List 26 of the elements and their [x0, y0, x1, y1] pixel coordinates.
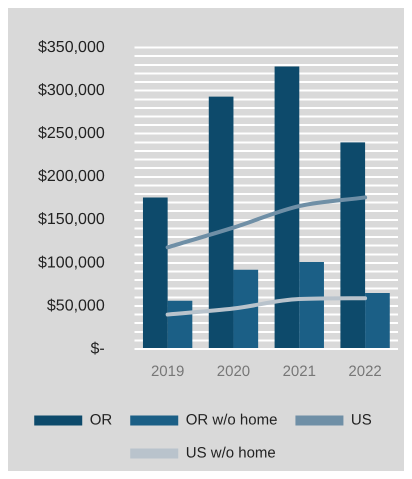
- y-tick-label: $150,000: [38, 211, 105, 228]
- y-tick-label: $300,000: [38, 82, 105, 100]
- y-tick-label: $100,000: [38, 254, 105, 272]
- bar: [168, 300, 192, 348]
- bar: [208, 96, 234, 348]
- legend-label: US: [350, 412, 372, 429]
- legend-label: OR w/o home: [186, 412, 278, 429]
- bar: [274, 66, 300, 348]
- line-series: [166, 296, 368, 317]
- y-tick-label: $-: [90, 340, 105, 358]
- bar: [299, 262, 324, 348]
- y-tick-label: $200,000: [38, 168, 105, 186]
- bar: [233, 270, 258, 348]
- bar: [340, 142, 366, 348]
- bar: [365, 293, 390, 348]
- legend-label: US w/o home: [186, 444, 276, 462]
- y-tick-label: $350,000: [38, 39, 105, 56]
- x-tick-label: 2020: [216, 363, 250, 380]
- x-tick-label: 2021: [282, 363, 316, 380]
- y-tick-label: $50,000: [46, 297, 105, 314]
- legend-label: OR: [90, 412, 112, 429]
- bar: [142, 197, 168, 348]
- x-tick-label: 2019: [150, 363, 184, 380]
- x-tick-label: 2022: [348, 363, 382, 380]
- y-tick-label: $250,000: [38, 125, 105, 142]
- line-series: [166, 195, 368, 250]
